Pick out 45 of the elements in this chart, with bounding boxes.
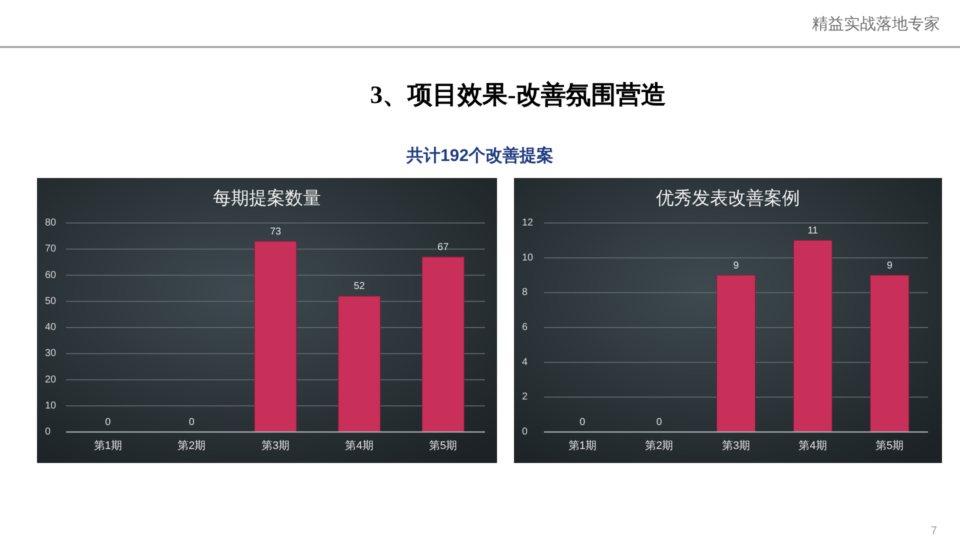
data-label: 9 <box>886 260 893 272</box>
text: 7 <box>930 525 937 537</box>
y-tick-label: 40 <box>45 322 57 333</box>
x-tick-label: 第2期 <box>645 440 674 452</box>
y-tick-label: 50 <box>45 296 57 307</box>
y-tick-label: 10 <box>45 400 57 412</box>
y-tick-label: 30 <box>45 348 57 360</box>
bar <box>338 296 381 432</box>
data-label: 0 <box>656 417 662 428</box>
y-tick-label: 70 <box>45 244 57 255</box>
x-tick-label: 第1期 <box>568 440 596 452</box>
y-tick-label: 10 <box>522 252 534 264</box>
text: 精益实战落地专家 <box>812 15 940 33</box>
chart-title: 每期提案数量 <box>213 188 321 208</box>
bar <box>254 240 297 432</box>
text: 共计192个改善提案 <box>405 145 554 165</box>
data-label: 0 <box>105 417 112 428</box>
data-label: 11 <box>808 225 818 236</box>
y-tick-label: 6 <box>522 322 528 333</box>
y-tick-label: 12 <box>522 218 534 228</box>
y-tick-label: 0 <box>45 426 51 438</box>
y-tick-label: 60 <box>45 270 57 281</box>
y-tick-label: 2 <box>522 392 528 403</box>
x-tick-label: 第3期 <box>261 440 290 452</box>
data-label: 52 <box>354 281 366 292</box>
y-tick-label: 8 <box>522 287 528 298</box>
y-tick-label: 20 <box>45 374 57 386</box>
data-label: 73 <box>270 226 282 238</box>
x-tick-label: 第4期 <box>798 440 827 452</box>
data-label: 0 <box>188 417 195 428</box>
chart-title: 优秀发表改善案例 <box>656 188 800 208</box>
x-tick-label: 第4期 <box>345 440 374 452</box>
x-tick-label: 第2期 <box>178 440 206 452</box>
data-label: 9 <box>733 260 740 272</box>
x-tick-label: 第1期 <box>94 440 122 452</box>
bar <box>422 256 464 432</box>
x-tick-label: 第5期 <box>876 440 904 452</box>
y-tick-label: 4 <box>522 356 528 368</box>
y-tick-label: 80 <box>45 218 57 228</box>
data-label: 67 <box>438 242 450 253</box>
x-tick-label: 第3期 <box>722 440 750 452</box>
x-tick-label: 第5期 <box>429 440 458 452</box>
data-label: 0 <box>580 417 586 428</box>
y-tick-label: 0 <box>522 426 528 438</box>
text: 3、项目效果-改善氛围营造 <box>370 80 666 109</box>
